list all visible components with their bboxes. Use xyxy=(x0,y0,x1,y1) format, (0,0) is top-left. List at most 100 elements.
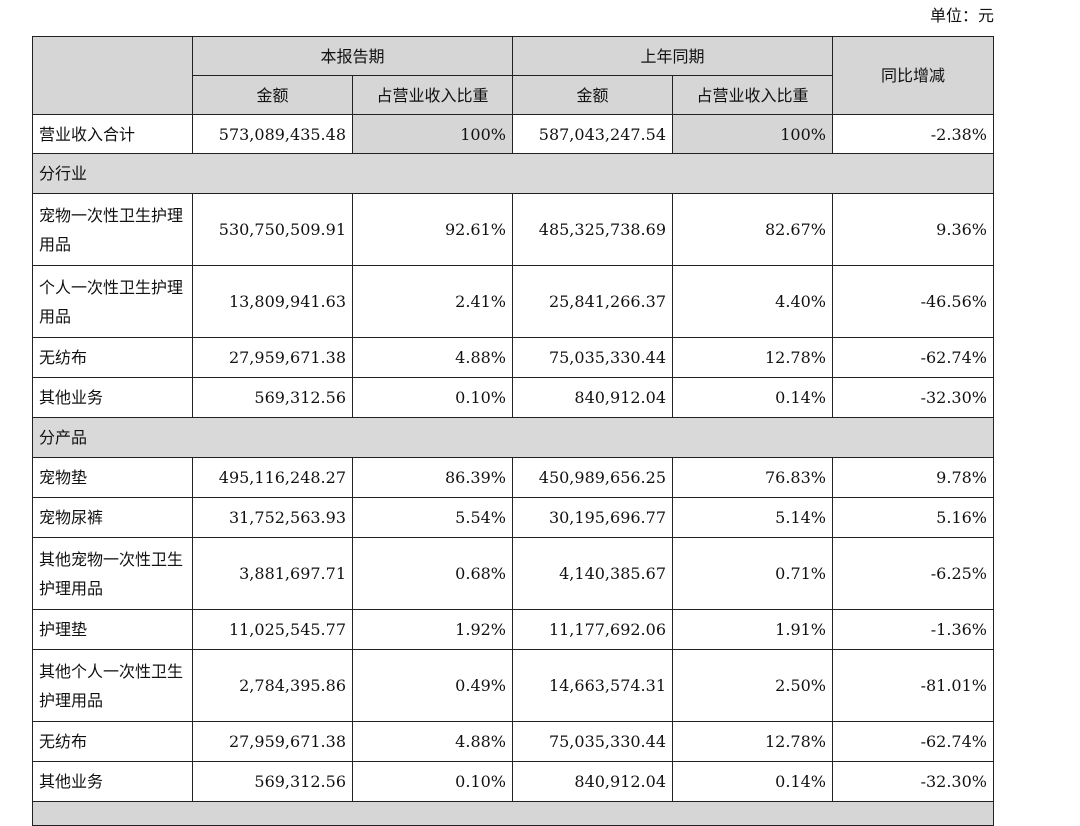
row-label: 其他个人一次性卫生护理用品 xyxy=(32,649,193,722)
prior-share-cell: 1.91% xyxy=(672,609,833,650)
prior-share-cell: 2.50% xyxy=(672,649,833,722)
prior-share-cell: 12.78% xyxy=(672,337,833,378)
table-row: 宠物尿裤 31,752,563.93 5.54% 30,195,696.77 5… xyxy=(32,497,994,538)
prior-amount-cell: 485,325,738.69 xyxy=(512,193,673,266)
yoy-cell: -62.74% xyxy=(832,337,994,378)
table-row: 护理垫 11,025,545.77 1.92% 11,177,692.06 1.… xyxy=(32,609,994,650)
current-share-cell: 1.92% xyxy=(352,609,513,650)
yoy-cell: -32.30% xyxy=(832,377,994,418)
prior-amount-cell: 4,140,385.67 xyxy=(512,537,673,610)
current-share-cell: 100% xyxy=(352,114,513,154)
section-title: 分行业 xyxy=(32,153,994,194)
prior-amount-cell: 840,912.04 xyxy=(512,761,673,802)
header-prior-amount: 金额 xyxy=(512,75,673,115)
table-row: 其他宠物一次性卫生护理用品 3,881,697.71 0.68% 4,140,3… xyxy=(32,537,994,610)
current-amount-cell: 2,784,395.86 xyxy=(192,649,353,722)
current-share-cell: 86.39% xyxy=(352,457,513,498)
current-share-cell: 0.49% xyxy=(352,649,513,722)
yoy-cell: -46.56% xyxy=(832,265,994,338)
section-row: 分行业 xyxy=(32,153,994,194)
current-amount-cell: 573,089,435.48 xyxy=(192,114,353,154)
prior-amount-cell: 25,841,266.37 xyxy=(512,265,673,338)
prior-amount-cell: 840,912.04 xyxy=(512,377,673,418)
current-share-cell: 2.41% xyxy=(352,265,513,338)
yoy-cell: -81.01% xyxy=(832,649,994,722)
row-label: 宠物一次性卫生护理用品 xyxy=(32,193,193,266)
yoy-cell: -32.30% xyxy=(832,761,994,802)
header-row-top: 本报告期 上年同期 同比增减 xyxy=(32,36,994,115)
prior-share-cell: 0.14% xyxy=(672,377,833,418)
row-label: 其他业务 xyxy=(32,377,193,418)
truncated-row xyxy=(32,801,994,826)
prior-amount-cell: 75,035,330.44 xyxy=(512,721,673,762)
yoy-cell: 9.78% xyxy=(832,457,994,498)
prior-amount-cell: 75,035,330.44 xyxy=(512,337,673,378)
row-label: 其他宠物一次性卫生护理用品 xyxy=(32,537,193,610)
yoy-cell: 5.16% xyxy=(832,497,994,538)
current-share-cell: 92.61% xyxy=(352,193,513,266)
section-row: 分产品 xyxy=(32,417,994,458)
prior-share-cell: 4.40% xyxy=(672,265,833,338)
row-label: 个人一次性卫生护理用品 xyxy=(32,265,193,338)
row-label: 无纺布 xyxy=(32,721,193,762)
current-amount-cell: 569,312.56 xyxy=(192,377,353,418)
section-title: 分产品 xyxy=(32,417,994,458)
current-amount-cell: 11,025,545.77 xyxy=(192,609,353,650)
row-label: 宠物垫 xyxy=(32,457,193,498)
table-row: 个人一次性卫生护理用品 13,809,941.63 2.41% 25,841,2… xyxy=(32,265,994,338)
yoy-cell: -62.74% xyxy=(832,721,994,762)
table-row: 宠物垫 495,116,248.27 86.39% 450,989,656.25… xyxy=(32,457,994,498)
current-share-cell: 4.88% xyxy=(352,721,513,762)
current-amount-cell: 27,959,671.38 xyxy=(192,721,353,762)
header-current-share: 占营业收入比重 xyxy=(352,75,513,115)
current-share-cell: 0.10% xyxy=(352,761,513,802)
table-row: 无纺布 27,959,671.38 4.88% 75,035,330.44 12… xyxy=(32,337,994,378)
row-label: 宠物尿裤 xyxy=(32,497,193,538)
header-current-period: 本报告期 xyxy=(192,36,513,76)
table-row: 其他个人一次性卫生护理用品 2,784,395.86 0.49% 14,663,… xyxy=(32,649,994,722)
row-label: 护理垫 xyxy=(32,609,193,650)
yoy-cell: -1.36% xyxy=(832,609,994,650)
current-amount-cell: 569,312.56 xyxy=(192,761,353,802)
current-amount-cell: 27,959,671.38 xyxy=(192,337,353,378)
header-yoy: 同比增减 xyxy=(832,36,994,115)
row-label: 营业收入合计 xyxy=(32,114,193,154)
current-share-cell: 0.68% xyxy=(352,537,513,610)
row-label: 无纺布 xyxy=(32,337,193,378)
prior-amount-cell: 14,663,574.31 xyxy=(512,649,673,722)
table-row: 其他业务 569,312.56 0.10% 840,912.04 0.14% -… xyxy=(32,761,994,802)
prior-share-cell: 100% xyxy=(672,114,833,154)
current-amount-cell: 530,750,509.91 xyxy=(192,193,353,266)
header-corner-cell xyxy=(32,36,193,115)
current-share-cell: 0.10% xyxy=(352,377,513,418)
current-amount-cell: 13,809,941.63 xyxy=(192,265,353,338)
total-row: 营业收入合计 573,089,435.48 100% 587,043,247.5… xyxy=(32,114,994,154)
header-row-sub: 金额 占营业收入比重 金额 占营业收入比重 xyxy=(33,75,994,115)
header-current-amount: 金额 xyxy=(192,75,353,115)
current-share-cell: 4.88% xyxy=(352,337,513,378)
prior-share-cell: 0.71% xyxy=(672,537,833,610)
table-row: 无纺布 27,959,671.38 4.88% 75,035,330.44 12… xyxy=(32,721,994,762)
truncated-cell xyxy=(32,801,994,826)
header-prior-share: 占营业收入比重 xyxy=(672,75,833,115)
prior-share-cell: 82.67% xyxy=(672,193,833,266)
current-amount-cell: 495,116,248.27 xyxy=(192,457,353,498)
table-row: 宠物一次性卫生护理用品 530,750,509.91 92.61% 485,32… xyxy=(32,193,994,266)
prior-amount-cell: 587,043,247.54 xyxy=(512,114,673,154)
yoy-cell: -2.38% xyxy=(832,114,994,154)
revenue-table: 本报告期 上年同期 同比增减 金额 占营业收入比重 金额 占营业收入比重 营业收… xyxy=(32,36,994,826)
yoy-cell: -6.25% xyxy=(832,537,994,610)
prior-share-cell: 76.83% xyxy=(672,457,833,498)
unit-label: 单位：元 xyxy=(930,6,995,25)
current-amount-cell: 3,881,697.71 xyxy=(192,537,353,610)
prior-share-cell: 12.78% xyxy=(672,721,833,762)
header-prior-period: 上年同期 xyxy=(512,36,833,76)
prior-amount-cell: 30,195,696.77 xyxy=(512,497,673,538)
prior-share-cell: 5.14% xyxy=(672,497,833,538)
row-label: 其他业务 xyxy=(32,761,193,802)
table-row: 其他业务 569,312.56 0.10% 840,912.04 0.14% -… xyxy=(32,377,994,418)
prior-amount-cell: 11,177,692.06 xyxy=(512,609,673,650)
current-amount-cell: 31,752,563.93 xyxy=(192,497,353,538)
current-share-cell: 5.54% xyxy=(352,497,513,538)
yoy-cell: 9.36% xyxy=(832,193,994,266)
